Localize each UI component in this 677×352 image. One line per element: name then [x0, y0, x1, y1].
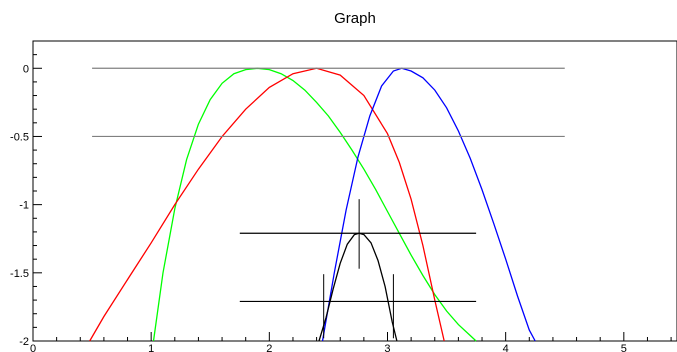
curve-1: [152, 67, 477, 342]
y-tick-label: -1.5: [10, 268, 29, 280]
x-tick-label: 4: [503, 343, 509, 352]
y-tick-label: 0: [23, 63, 29, 75]
curves: [89, 67, 536, 342]
y-tick-label: -2: [19, 336, 29, 348]
x-tick-label: 5: [621, 343, 627, 352]
horizontal-lines: [92, 67, 565, 303]
x-tick-label: 3: [384, 343, 390, 352]
plot-frame: [32, 40, 677, 342]
y-tick-label: -0.5: [10, 131, 29, 143]
curve-4: [318, 232, 398, 342]
curve-3: [321, 67, 536, 342]
x-tick-label: 1: [148, 343, 154, 352]
error-bars: [323, 199, 394, 339]
x-tick-label: 2: [266, 343, 272, 352]
axes: 0 1 2 3 4 5 0 -0.5 -1 -1.5 -2: [10, 40, 672, 352]
curve-2: [89, 67, 445, 342]
chart-title: Graph: [334, 10, 376, 27]
x-tick-label: 0: [30, 343, 36, 352]
y-tick-label: -1: [19, 200, 29, 212]
